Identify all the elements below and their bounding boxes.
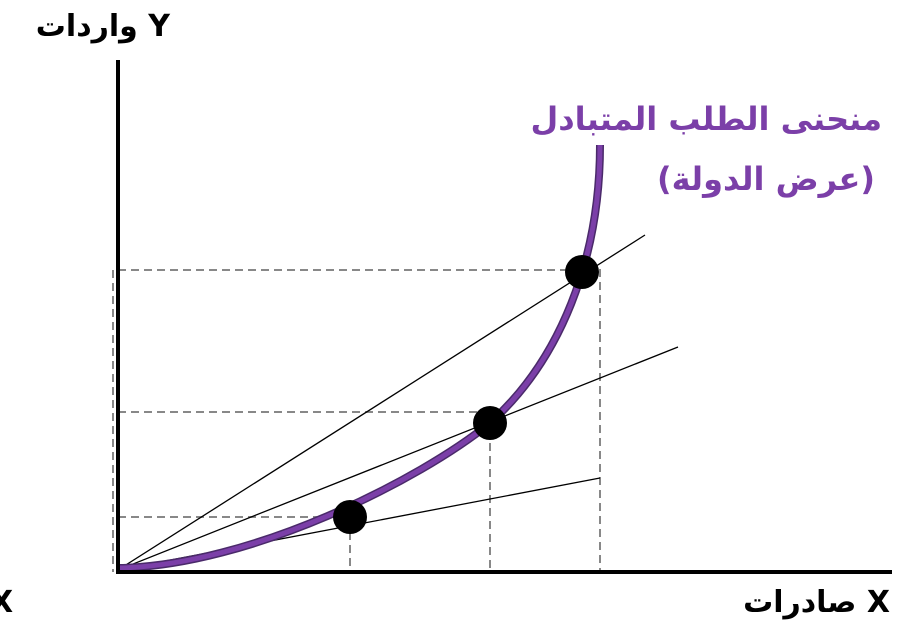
rays	[117, 234, 679, 571]
curve-label: منحنى الطلب المتبادل	[530, 100, 882, 138]
ray	[117, 234, 646, 571]
x-axis-label: X صادرات	[743, 585, 890, 620]
point	[473, 406, 507, 440]
point	[333, 500, 367, 534]
ray	[117, 346, 679, 571]
guide-high	[118, 269, 601, 572]
y-axis-label: Y واردات	[36, 9, 171, 44]
curve-label: (عرض الدولة)	[657, 160, 875, 198]
point	[565, 255, 599, 289]
corner-label: X	[0, 585, 13, 620]
